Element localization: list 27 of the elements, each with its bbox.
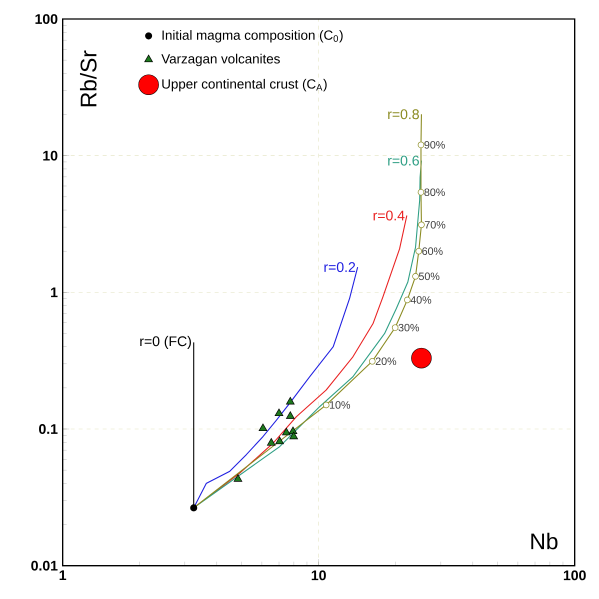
y-tick-label: 0.01 — [31, 560, 58, 571]
legend-label: Initial magma composition (C$_{0}$) — [162, 30, 343, 42]
annotation: 10% — [330, 401, 350, 409]
annotation: 30% — [398, 324, 420, 332]
annotation: 90% — [424, 141, 445, 149]
annotation: 70% — [424, 221, 446, 229]
series-label: r=0.2 — [324, 262, 356, 272]
y-tick-label: 1 — [51, 288, 58, 298]
annotation: 40% — [410, 296, 432, 304]
annotation: 60% — [422, 247, 443, 255]
series-label: r=0.4 — [374, 210, 405, 220]
annotation: 50% — [418, 272, 440, 280]
legend-label: Upper continental crust (C$_{A}$) — [162, 78, 327, 92]
y-tick-label: 10 — [43, 150, 58, 161]
annotation: 20% — [376, 358, 396, 366]
y-tick-label: 100 — [35, 14, 58, 24]
series-label: r=0.8 — [388, 109, 419, 120]
series-label: r=0 (FC) — [140, 336, 191, 349]
x-tick-label: 1 — [60, 570, 66, 580]
x-axis-title: Nb — [531, 532, 558, 550]
x-tick-label: 10 — [312, 570, 326, 580]
annotation: 80% — [424, 188, 445, 196]
legend-label: Varzagan volcanites — [161, 54, 280, 66]
x-tick-label: 100 — [564, 570, 586, 580]
series-label: r=0.6 — [388, 156, 419, 166]
y-tick-label: 0.1 — [39, 424, 58, 434]
y-axis-title: Rb/Sr — [80, 50, 97, 106]
